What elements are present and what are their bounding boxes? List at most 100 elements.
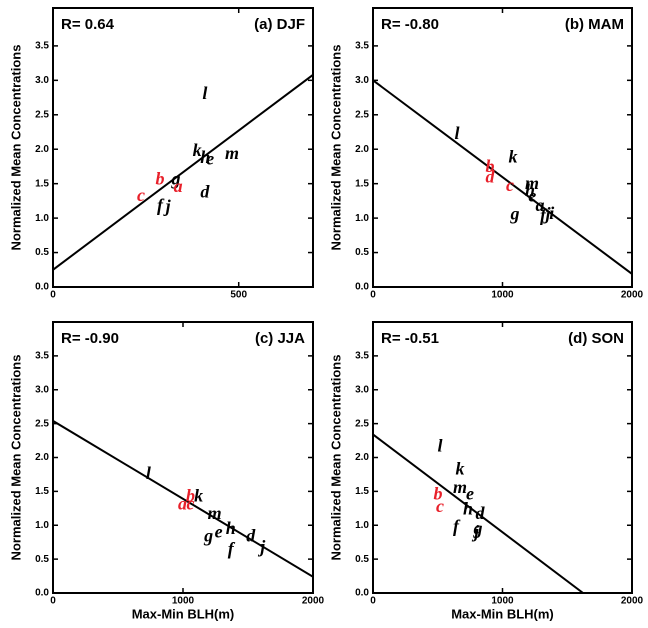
r-annotation: R= -0.80: [381, 16, 439, 33]
y-tick-label: 1.5: [355, 178, 369, 189]
point-letter: f: [228, 538, 236, 558]
point-letter: l: [455, 123, 460, 143]
y-tick-label: 3.0: [355, 384, 369, 395]
panel-title: (b) MAM: [565, 16, 624, 33]
fit-line: [53, 420, 313, 578]
point-letter: c: [137, 185, 145, 205]
x-tick-label: 1000: [172, 596, 195, 607]
y-tick-label: 0.5: [355, 247, 369, 258]
y-tick-label: 2.5: [35, 418, 49, 429]
point-letter: g: [473, 518, 483, 538]
y-tick-label: 2.5: [35, 109, 49, 120]
point-letter: c: [187, 494, 195, 514]
point-letter: e: [466, 484, 474, 504]
y-tick-label: 0.0: [355, 588, 369, 599]
fit-line: [373, 79, 632, 275]
point-letter: j: [471, 522, 480, 542]
y-axis-label: Normalized Mean Concentrations: [8, 355, 23, 561]
x-tick-label: 0: [50, 596, 56, 607]
x-tick-label: 2000: [302, 596, 325, 607]
y-tick-label: 1.0: [35, 213, 49, 224]
y-tick-label: 3.0: [355, 75, 369, 86]
point-letter: c: [506, 175, 514, 195]
fit-line: [373, 433, 584, 593]
point-letter: l: [146, 463, 151, 483]
y-tick-label: 1.5: [35, 486, 49, 497]
point-letter: f: [453, 516, 461, 536]
point-letter: m: [208, 503, 222, 523]
y-tick-label: 0.0: [35, 282, 49, 293]
point-letter: e: [215, 522, 223, 542]
y-tick-label: 2.5: [355, 418, 369, 429]
y-tick-label: 1.0: [35, 520, 49, 531]
point-letter: h: [200, 147, 210, 167]
panel-title: (d) SON: [568, 330, 624, 347]
plot-frame: [52, 321, 314, 594]
point-letter: d: [485, 166, 495, 186]
y-tick-label: 2.5: [355, 109, 369, 120]
x-tick-label: 2000: [621, 290, 644, 301]
y-axis-label: Normalized Mean Concentrations: [328, 355, 343, 561]
panel-title: (a) DJF: [254, 16, 305, 33]
point-letter: a: [174, 176, 183, 196]
y-tick-label: 0.0: [35, 588, 49, 599]
y-tick-label: 0.5: [35, 554, 49, 565]
y-tick-label: 3.5: [35, 351, 49, 362]
y-tick-label: 2.0: [35, 452, 49, 463]
x-tick-label: 1000: [491, 290, 514, 301]
plot-frame: [372, 321, 633, 594]
y-tick-label: 2.0: [35, 144, 49, 155]
y-axis-label: Normalized Mean Concentrations: [8, 45, 23, 251]
r-annotation: R= -0.90: [61, 330, 119, 347]
point-letter: a: [536, 195, 545, 215]
y-axis-label: Normalized Mean Concentrations: [328, 45, 343, 251]
point-letter: k: [508, 146, 517, 166]
point-letter: g: [510, 203, 520, 223]
point-letter: m: [525, 173, 539, 193]
point-letter: h: [463, 498, 473, 518]
y-tick-label: 2.0: [355, 452, 369, 463]
point-letter: h: [226, 518, 236, 538]
y-tick-label: 3.0: [35, 384, 49, 395]
fit-line: [53, 74, 313, 271]
point-letter: b: [155, 168, 164, 188]
y-tick-label: 0.5: [355, 554, 369, 565]
y-tick-label: 1.0: [355, 520, 369, 531]
point-letter: d: [246, 526, 256, 546]
point-letter: a: [178, 494, 187, 514]
point-letter: i: [549, 203, 554, 223]
point-letter: d: [200, 181, 210, 201]
x-axis-label: Max-Min BLH(m): [132, 606, 235, 621]
point-letter: m: [225, 143, 239, 163]
point-letter: g: [203, 526, 213, 546]
point-letter: h: [525, 180, 535, 200]
plot-frame: [372, 7, 633, 288]
y-tick-label: 1.5: [355, 486, 369, 497]
point-letter: k: [194, 486, 203, 506]
r-annotation: R= 0.64: [61, 16, 115, 33]
point-letter: j: [257, 536, 266, 556]
x-tick-label: 0: [370, 596, 376, 607]
point-letter: c: [436, 496, 444, 516]
y-tick-label: 1.0: [355, 213, 369, 224]
y-tick-label: 3.5: [35, 41, 49, 52]
point-letter: j: [542, 203, 551, 223]
point-letter: b: [434, 484, 443, 504]
y-tick-label: 0.0: [355, 282, 369, 293]
r-annotation: R= -0.51: [381, 330, 439, 347]
point-letter: j: [163, 196, 172, 216]
point-letter: l: [437, 435, 442, 455]
point-letter: f: [540, 205, 548, 225]
point-letter: m: [453, 477, 467, 497]
y-tick-label: 1.5: [35, 178, 49, 189]
point-letter: b: [485, 156, 494, 176]
y-tick-label: 3.5: [355, 41, 369, 52]
x-tick-label: 1000: [491, 596, 514, 607]
panel-title: (c) JJA: [255, 330, 305, 347]
point-letter: e: [206, 148, 214, 168]
point-letter: b: [186, 486, 195, 506]
x-tick-label: 0: [50, 290, 56, 301]
x-axis-label: Max-Min BLH(m): [451, 606, 554, 621]
